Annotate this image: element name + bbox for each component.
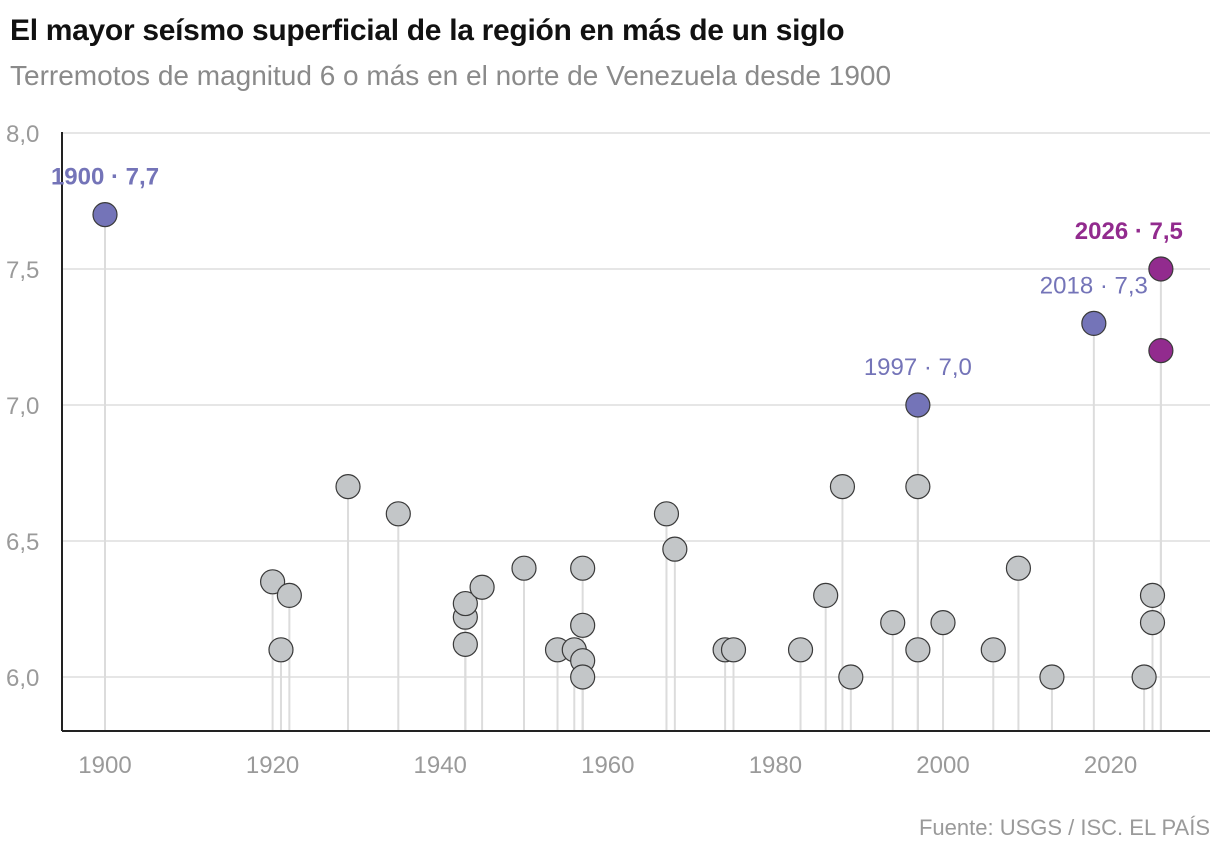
x-tick-label: 2020 [1084, 752, 1137, 779]
data-point [787, 637, 814, 663]
data-point [1148, 256, 1174, 282]
data-point [838, 664, 864, 690]
data-point [570, 612, 596, 638]
y-tick-label: 6,5 [6, 529, 39, 556]
data-point [1005, 555, 1032, 581]
y-tick-label: 7,0 [6, 393, 39, 420]
data-point [720, 637, 747, 663]
data-point [1139, 582, 1166, 609]
data-point [276, 582, 302, 609]
x-tick-label: 1960 [581, 752, 634, 779]
data-point [469, 574, 495, 600]
data-point [1039, 664, 1065, 690]
x-tick-label: 1900 [78, 752, 131, 779]
data-point [570, 555, 596, 581]
data-point [92, 202, 118, 228]
data-point [335, 474, 361, 500]
x-tick-label: 1920 [246, 752, 299, 779]
data-point [829, 474, 856, 500]
data-point [1148, 338, 1174, 364]
data-point [905, 637, 931, 663]
data-point [905, 474, 931, 500]
data-point [880, 609, 906, 636]
data-point [452, 590, 478, 617]
data-point [385, 501, 411, 527]
y-tick-label: 7,5 [6, 257, 39, 284]
data-point [260, 569, 286, 595]
x-tick-label: 2000 [916, 752, 969, 779]
data-point [268, 637, 294, 663]
data-point [813, 582, 839, 609]
chart-title: El mayor seísmo superficial de la región… [10, 14, 845, 47]
data-point [653, 501, 680, 527]
data-point [662, 536, 688, 562]
data-label: 2026 · 7,5 [1075, 218, 1183, 245]
y-tick-label: 8,0 [6, 121, 39, 148]
chart-subtitle: Terremotos de magnitud 6 o más en el nor… [10, 60, 892, 91]
x-tick-label: 1940 [414, 752, 467, 779]
source-note: Fuente: USGS / ISC. EL PAÍS [918, 815, 1210, 840]
data-point [452, 631, 478, 657]
data-point [930, 609, 956, 636]
data-point [980, 637, 1006, 663]
x-tick-label: 1980 [749, 752, 802, 779]
data-point [511, 555, 537, 581]
y-tick-label: 6,0 [6, 665, 39, 692]
data-label: 1997 · 7,0 [864, 354, 972, 381]
data-point [1131, 664, 1157, 690]
data-point [1081, 310, 1107, 336]
data-label: 1900 · 7,7 [51, 164, 159, 191]
data-label: 2018 · 7,3 [1040, 272, 1148, 299]
data-point [1139, 609, 1166, 636]
data-point [570, 664, 596, 690]
data-point [905, 392, 931, 418]
